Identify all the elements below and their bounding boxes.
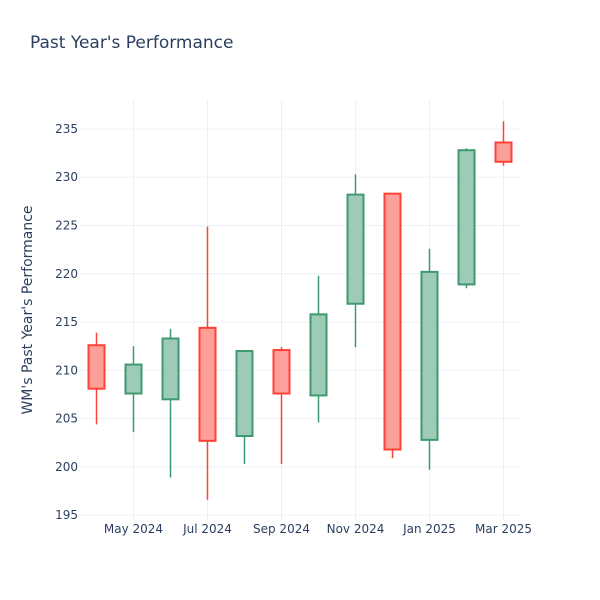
- candle-body: [309, 313, 328, 397]
- y-tick-label: 200: [55, 460, 78, 474]
- y-tick-label: 215: [55, 315, 78, 329]
- y-tick-label: 205: [55, 412, 78, 426]
- candle-body: [87, 344, 106, 390]
- candle-decreasing: [87, 332, 106, 425]
- x-axis-ticks: May 2024 Jul 2024 Sep 2024 Nov 2024 Jan 2025…: [104, 522, 532, 536]
- y-axis-ticks: 195 200 205 210 215 220 225 230 235: [55, 122, 78, 522]
- y-axis-title: WM's Past Year's Performance: [20, 205, 36, 414]
- candle-decreasing: [272, 347, 291, 464]
- y-tick-label: 230: [55, 170, 78, 184]
- x-tick-label: Sep 2024: [253, 522, 310, 536]
- x-tick-label: Jul 2024: [182, 522, 232, 536]
- x-tick-label: Jan 2025: [402, 522, 456, 536]
- candle-decreasing: [383, 192, 402, 459]
- candle-increasing: [309, 275, 328, 423]
- y-tick-label: 225: [55, 219, 78, 233]
- candle-body: [420, 270, 439, 441]
- candle-increasing: [457, 148, 476, 289]
- grid-lines: [80, 100, 520, 520]
- candle-increasing: [235, 350, 254, 464]
- candle-body: [457, 149, 476, 286]
- candle-body: [272, 349, 291, 395]
- candle-increasing: [161, 328, 180, 478]
- chart-title: Past Year's Performance: [30, 33, 234, 53]
- x-tick-label: May 2024: [104, 522, 163, 536]
- candle-increasing: [420, 248, 439, 470]
- candle-body: [124, 363, 143, 395]
- x-tick-label: Nov 2024: [327, 522, 385, 536]
- candle-decreasing: [198, 226, 217, 500]
- y-tick-label: 235: [55, 122, 78, 136]
- candle-body: [198, 326, 217, 442]
- y-tick-label: 195: [55, 508, 78, 522]
- candle-decreasing: [494, 121, 513, 166]
- candle-increasing: [124, 346, 143, 433]
- candle-body: [161, 337, 180, 401]
- x-tick-label: Mar 2025: [475, 522, 532, 536]
- candle-body: [235, 350, 254, 437]
- candles: [87, 121, 513, 500]
- y-tick-label: 210: [55, 363, 78, 377]
- candle-increasing: [346, 174, 365, 348]
- candle-body: [494, 141, 513, 163]
- candle-body: [346, 193, 365, 305]
- y-tick-label: 220: [55, 267, 78, 281]
- candle-body: [383, 192, 402, 451]
